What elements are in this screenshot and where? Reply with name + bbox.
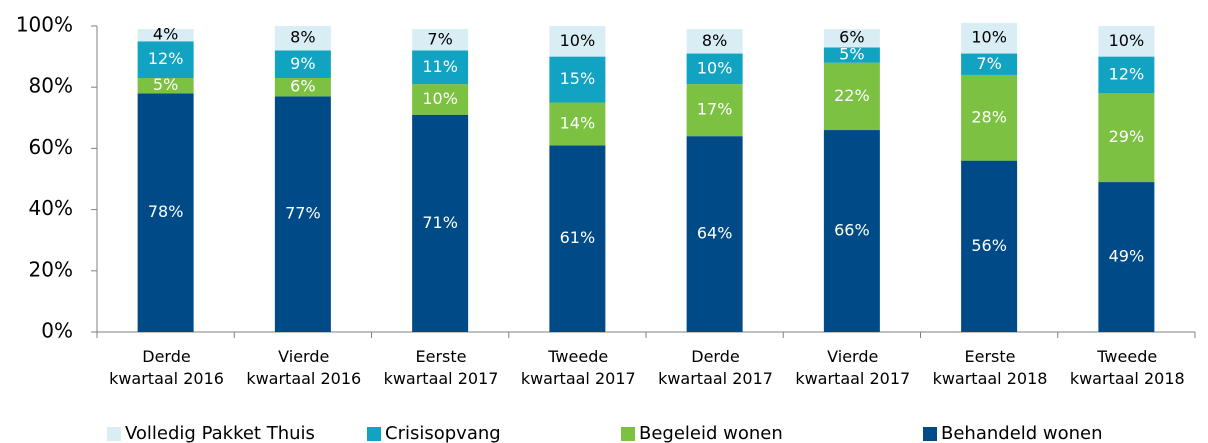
data-label: 6% xyxy=(290,77,315,96)
x-tick-label: Derde kwartaal 2016 xyxy=(109,347,224,388)
data-label: 17% xyxy=(697,100,733,119)
data-label: 10% xyxy=(971,28,1007,47)
x-tick-label: Eerste kwartaal 2017 xyxy=(383,347,499,388)
bar-segment xyxy=(137,93,194,332)
y-tick-label: 80% xyxy=(29,74,73,98)
x-tick-label: Eerste kwartaal 2018 xyxy=(932,347,1048,388)
data-label: 14% xyxy=(560,113,596,132)
data-label: 10% xyxy=(1109,31,1145,50)
bar-segment xyxy=(961,22,1018,54)
bar-segment xyxy=(823,62,880,131)
legend-swatch xyxy=(621,427,635,441)
data-label: 12% xyxy=(1109,64,1145,83)
bar-segment xyxy=(274,26,331,51)
data-label: 66% xyxy=(834,221,870,240)
data-label: 77% xyxy=(285,204,321,223)
data-label: 10% xyxy=(560,31,596,50)
data-label: 22% xyxy=(834,86,870,105)
y-tick-label: 40% xyxy=(29,196,73,220)
x-tick-label: Derde kwartaal 2017 xyxy=(658,347,773,388)
x-tick-label: Tweede kwartaal 2018 xyxy=(1069,347,1185,388)
bar-segment xyxy=(274,78,331,97)
legend-label: Behandeld wonen xyxy=(941,423,1103,443)
legend-label: Begeleid wonen xyxy=(639,423,783,443)
bar-segment xyxy=(961,160,1018,332)
bar-segment xyxy=(412,84,469,115)
data-label: 7% xyxy=(427,29,452,48)
bar-segment xyxy=(412,114,469,333)
bar-segment xyxy=(412,50,469,85)
bar-segment xyxy=(549,145,606,332)
data-label: 4% xyxy=(153,25,178,44)
bar-segment xyxy=(137,29,194,42)
bar-segment xyxy=(823,47,880,63)
data-label: 61% xyxy=(560,228,596,247)
bar-segment xyxy=(1098,182,1155,332)
bar-segment xyxy=(961,53,1018,75)
data-label: 28% xyxy=(971,107,1007,126)
data-label: 56% xyxy=(971,236,1007,255)
data-label: 49% xyxy=(1109,247,1145,266)
data-label: 78% xyxy=(148,202,184,221)
y-tick-label: 100% xyxy=(16,13,73,37)
x-tick-label: Vierde kwartaal 2017 xyxy=(795,347,911,388)
data-label: 5% xyxy=(153,75,178,94)
bar-segment xyxy=(549,56,606,103)
data-label: 5% xyxy=(839,45,864,64)
x-tick-label: Tweede kwartaal 2017 xyxy=(520,347,636,388)
data-label: 8% xyxy=(290,28,315,47)
legend-label: Volledig Pakket Thuis xyxy=(125,423,315,443)
bar-segment xyxy=(1098,93,1155,183)
bar-segment xyxy=(961,74,1018,161)
legend-swatch xyxy=(107,427,121,441)
data-label: 6% xyxy=(839,28,864,47)
y-tick-label: 0% xyxy=(41,319,73,343)
bar-segment xyxy=(686,136,743,332)
data-label: 8% xyxy=(702,31,727,50)
data-label: 15% xyxy=(560,69,596,88)
data-label: 29% xyxy=(1109,127,1145,146)
bar-segment xyxy=(549,26,606,57)
bar-segment xyxy=(274,50,331,79)
data-label: 9% xyxy=(290,54,315,73)
y-tick-label: 60% xyxy=(29,135,73,159)
legend-swatch xyxy=(923,427,937,441)
bar-segment xyxy=(823,29,880,48)
legend-swatch xyxy=(367,427,381,441)
bar-segment xyxy=(137,78,194,94)
data-label: 64% xyxy=(697,224,733,243)
bar-segment xyxy=(274,96,331,332)
data-label: 7% xyxy=(976,54,1001,73)
bar-segment xyxy=(137,41,194,79)
data-label: 12% xyxy=(148,49,184,68)
bar-segment xyxy=(1098,26,1155,57)
data-label: 10% xyxy=(697,58,733,77)
bar-segment xyxy=(686,53,743,85)
legend-label: Crisisopvang xyxy=(385,423,501,443)
data-label: 10% xyxy=(422,89,458,108)
data-label: 11% xyxy=(422,57,458,76)
bar-segment xyxy=(412,29,469,51)
bar-segment xyxy=(549,102,606,146)
bar-segment xyxy=(686,29,743,54)
bar-segment xyxy=(823,130,880,332)
y-tick-label: 20% xyxy=(29,257,73,281)
bar-segment xyxy=(686,84,743,137)
x-tick-label: Vierde kwartaal 2016 xyxy=(246,347,362,388)
bar-segment xyxy=(1098,56,1155,94)
data-label: 71% xyxy=(422,213,458,232)
